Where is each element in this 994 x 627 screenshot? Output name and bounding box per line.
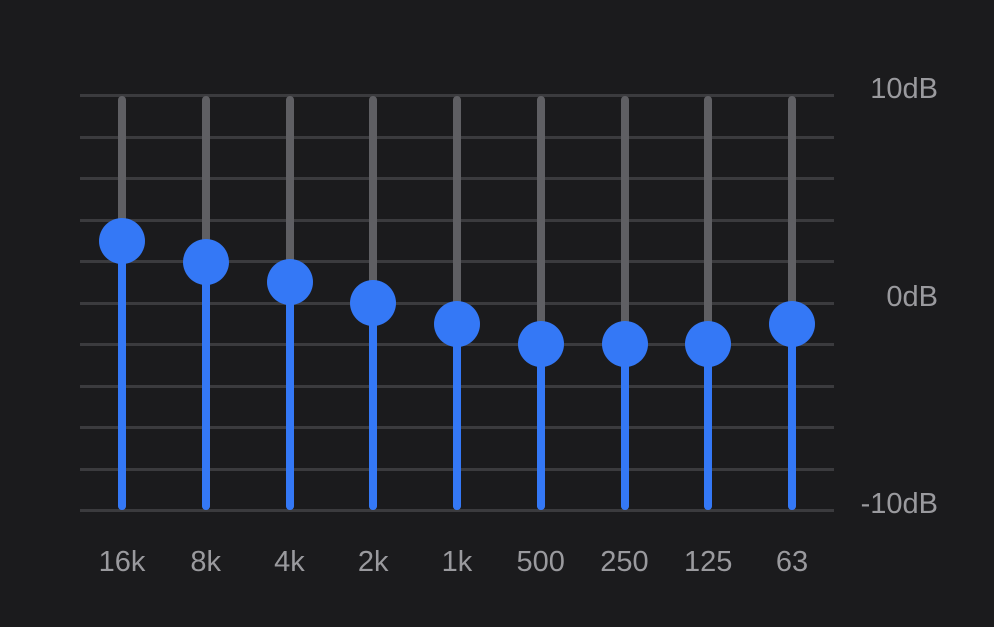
frequency-label: 250 — [600, 546, 649, 578]
db-zero-label: 0dB — [886, 281, 938, 313]
frequency-label: 63 — [775, 546, 809, 578]
gridline — [80, 94, 834, 97]
frequency-label: 8k — [190, 546, 222, 578]
slider-track[interactable] — [704, 96, 713, 510]
slider-track[interactable] — [620, 96, 629, 510]
frequency-label: 500 — [516, 546, 565, 578]
slider-fill — [453, 323, 461, 510]
frequency-label: 4k — [274, 546, 305, 578]
slider-fill — [285, 282, 294, 510]
slider-track[interactable] — [536, 96, 545, 510]
slider-knob[interactable] — [601, 321, 648, 368]
frequency-label: 2k — [357, 546, 389, 578]
frequency-label: 1k — [441, 546, 473, 578]
frequency-label: 125 — [684, 546, 733, 578]
frequency-label: 16k — [98, 546, 146, 578]
slider-fill — [620, 344, 629, 510]
slider-fill — [369, 303, 378, 510]
slider-fill — [201, 261, 210, 510]
slider-knob[interactable] — [99, 217, 145, 264]
gridline — [80, 509, 834, 512]
slider-knob[interactable] — [350, 280, 397, 326]
slider-knob[interactable] — [182, 238, 229, 285]
slider-knob[interactable] — [685, 321, 732, 368]
slider-knob[interactable] — [769, 300, 815, 347]
slider-knob[interactable] — [266, 259, 313, 306]
db-min-label: -10dB — [860, 488, 938, 520]
slider-fill — [788, 323, 796, 510]
slider-fill — [118, 240, 126, 510]
slider-knob[interactable] — [434, 300, 480, 347]
slider-fill — [704, 344, 713, 510]
slider-knob[interactable] — [517, 321, 564, 368]
slider-fill — [536, 344, 545, 510]
db-max-label: 10dB — [870, 73, 938, 105]
